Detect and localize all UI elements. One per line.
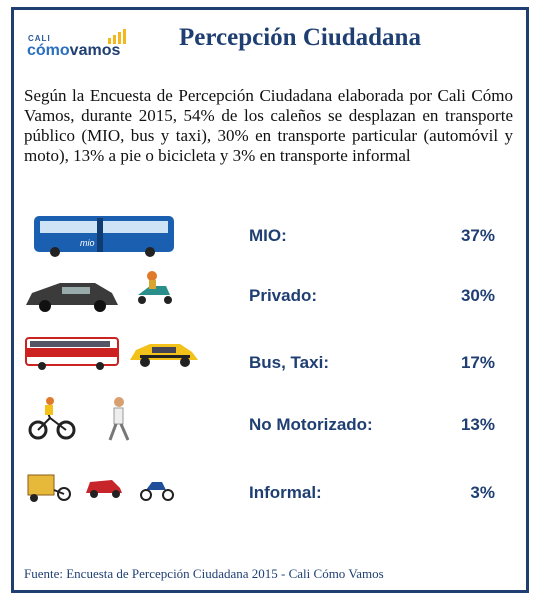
logo-second: vamos <box>69 42 121 59</box>
row-label: Privado: <box>249 286 318 305</box>
red-bus-icon <box>25 337 119 370</box>
row-label: MIO: <box>249 226 287 245</box>
bicycle-icon <box>28 397 76 440</box>
source: Fuente: Encuesta de Percepción Ciudadana… <box>24 566 384 581</box>
row-value: 17% <box>460 353 495 372</box>
tricycle-icon <box>27 474 71 502</box>
logo-top: CALI <box>28 34 51 43</box>
row-label: No Motorizado: <box>249 415 373 434</box>
mio-bus-icon: mio <box>34 216 174 257</box>
small-car-icon <box>86 480 122 498</box>
row-value: 30% <box>460 286 495 305</box>
car-icon <box>26 283 118 312</box>
row-value: 37% <box>460 226 495 245</box>
title: Percepción Ciudadana <box>179 24 421 51</box>
intro: Según la Encuesta de Percepción Ciudadan… <box>24 86 513 165</box>
row-value: 13% <box>460 415 495 434</box>
logo: cómovamos <box>27 42 120 60</box>
motorcycle-icon <box>140 482 174 501</box>
row-label: Informal: <box>249 483 322 502</box>
frame <box>11 7 529 593</box>
row-value: 3% <box>470 483 495 502</box>
logo-first: cómo <box>27 42 70 59</box>
pedestrian-icon <box>108 397 130 441</box>
logo-bars <box>108 29 126 44</box>
svg-text:mio: mio <box>80 238 95 248</box>
scooter-icon <box>138 271 172 304</box>
taxi-icon <box>130 344 198 367</box>
row-label: Bus, Taxi: <box>249 353 329 372</box>
